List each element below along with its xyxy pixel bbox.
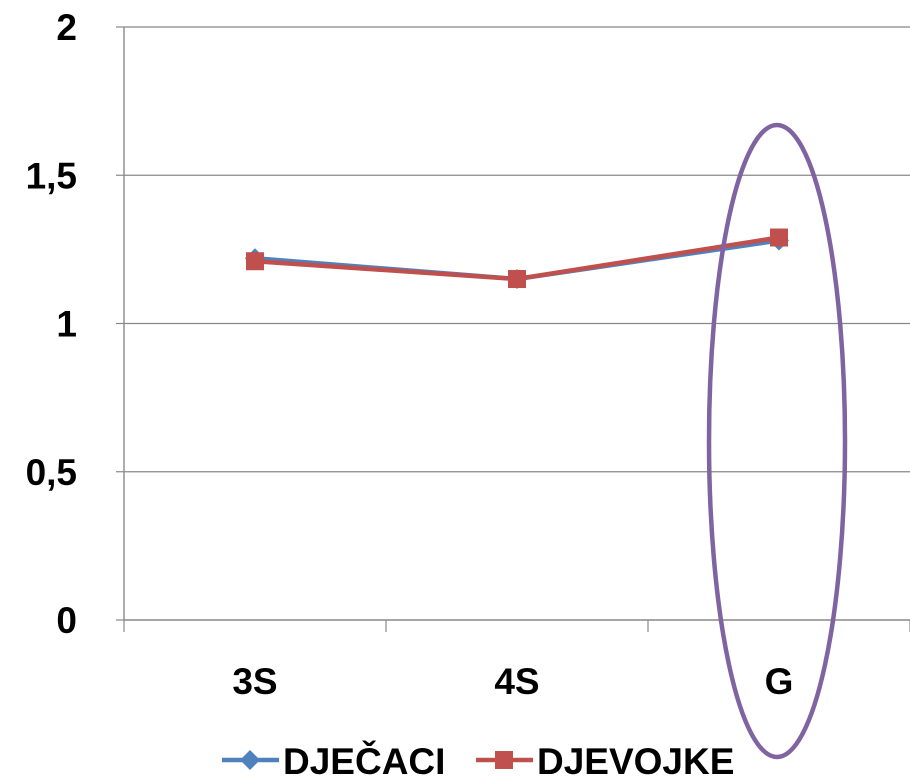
legend-label: DJEČACI	[283, 740, 445, 781]
gridlines	[124, 26, 910, 473]
data-point	[508, 270, 526, 289]
data-point	[246, 252, 264, 271]
y-tick-labels: 0 0,5 1 1,5 2	[26, 7, 77, 641]
legend-marker	[495, 751, 513, 769]
x-tick-label: G	[765, 661, 794, 702]
series-group	[245, 228, 789, 290]
y-tick-label: 1	[56, 304, 77, 345]
y-tick-label: 2	[56, 7, 77, 48]
y-tick-label: 1,5	[26, 155, 77, 196]
highlight-group	[706, 122, 848, 760]
data-point	[770, 228, 788, 247]
x-tick-labels: 3S 4S G	[232, 661, 793, 702]
x-tick-label: 3S	[232, 661, 277, 702]
highlight-ellipse	[706, 122, 848, 760]
y-tick-label: 0,5	[26, 452, 77, 493]
legend-marker	[240, 750, 260, 770]
y-tick-label: 0	[56, 600, 77, 641]
axes	[116, 26, 910, 632]
x-tick-label: 4S	[494, 661, 539, 702]
legend: DJEČACI DJEVOJKE	[222, 740, 734, 781]
legend-label: DJEVOJKE	[537, 741, 734, 781]
